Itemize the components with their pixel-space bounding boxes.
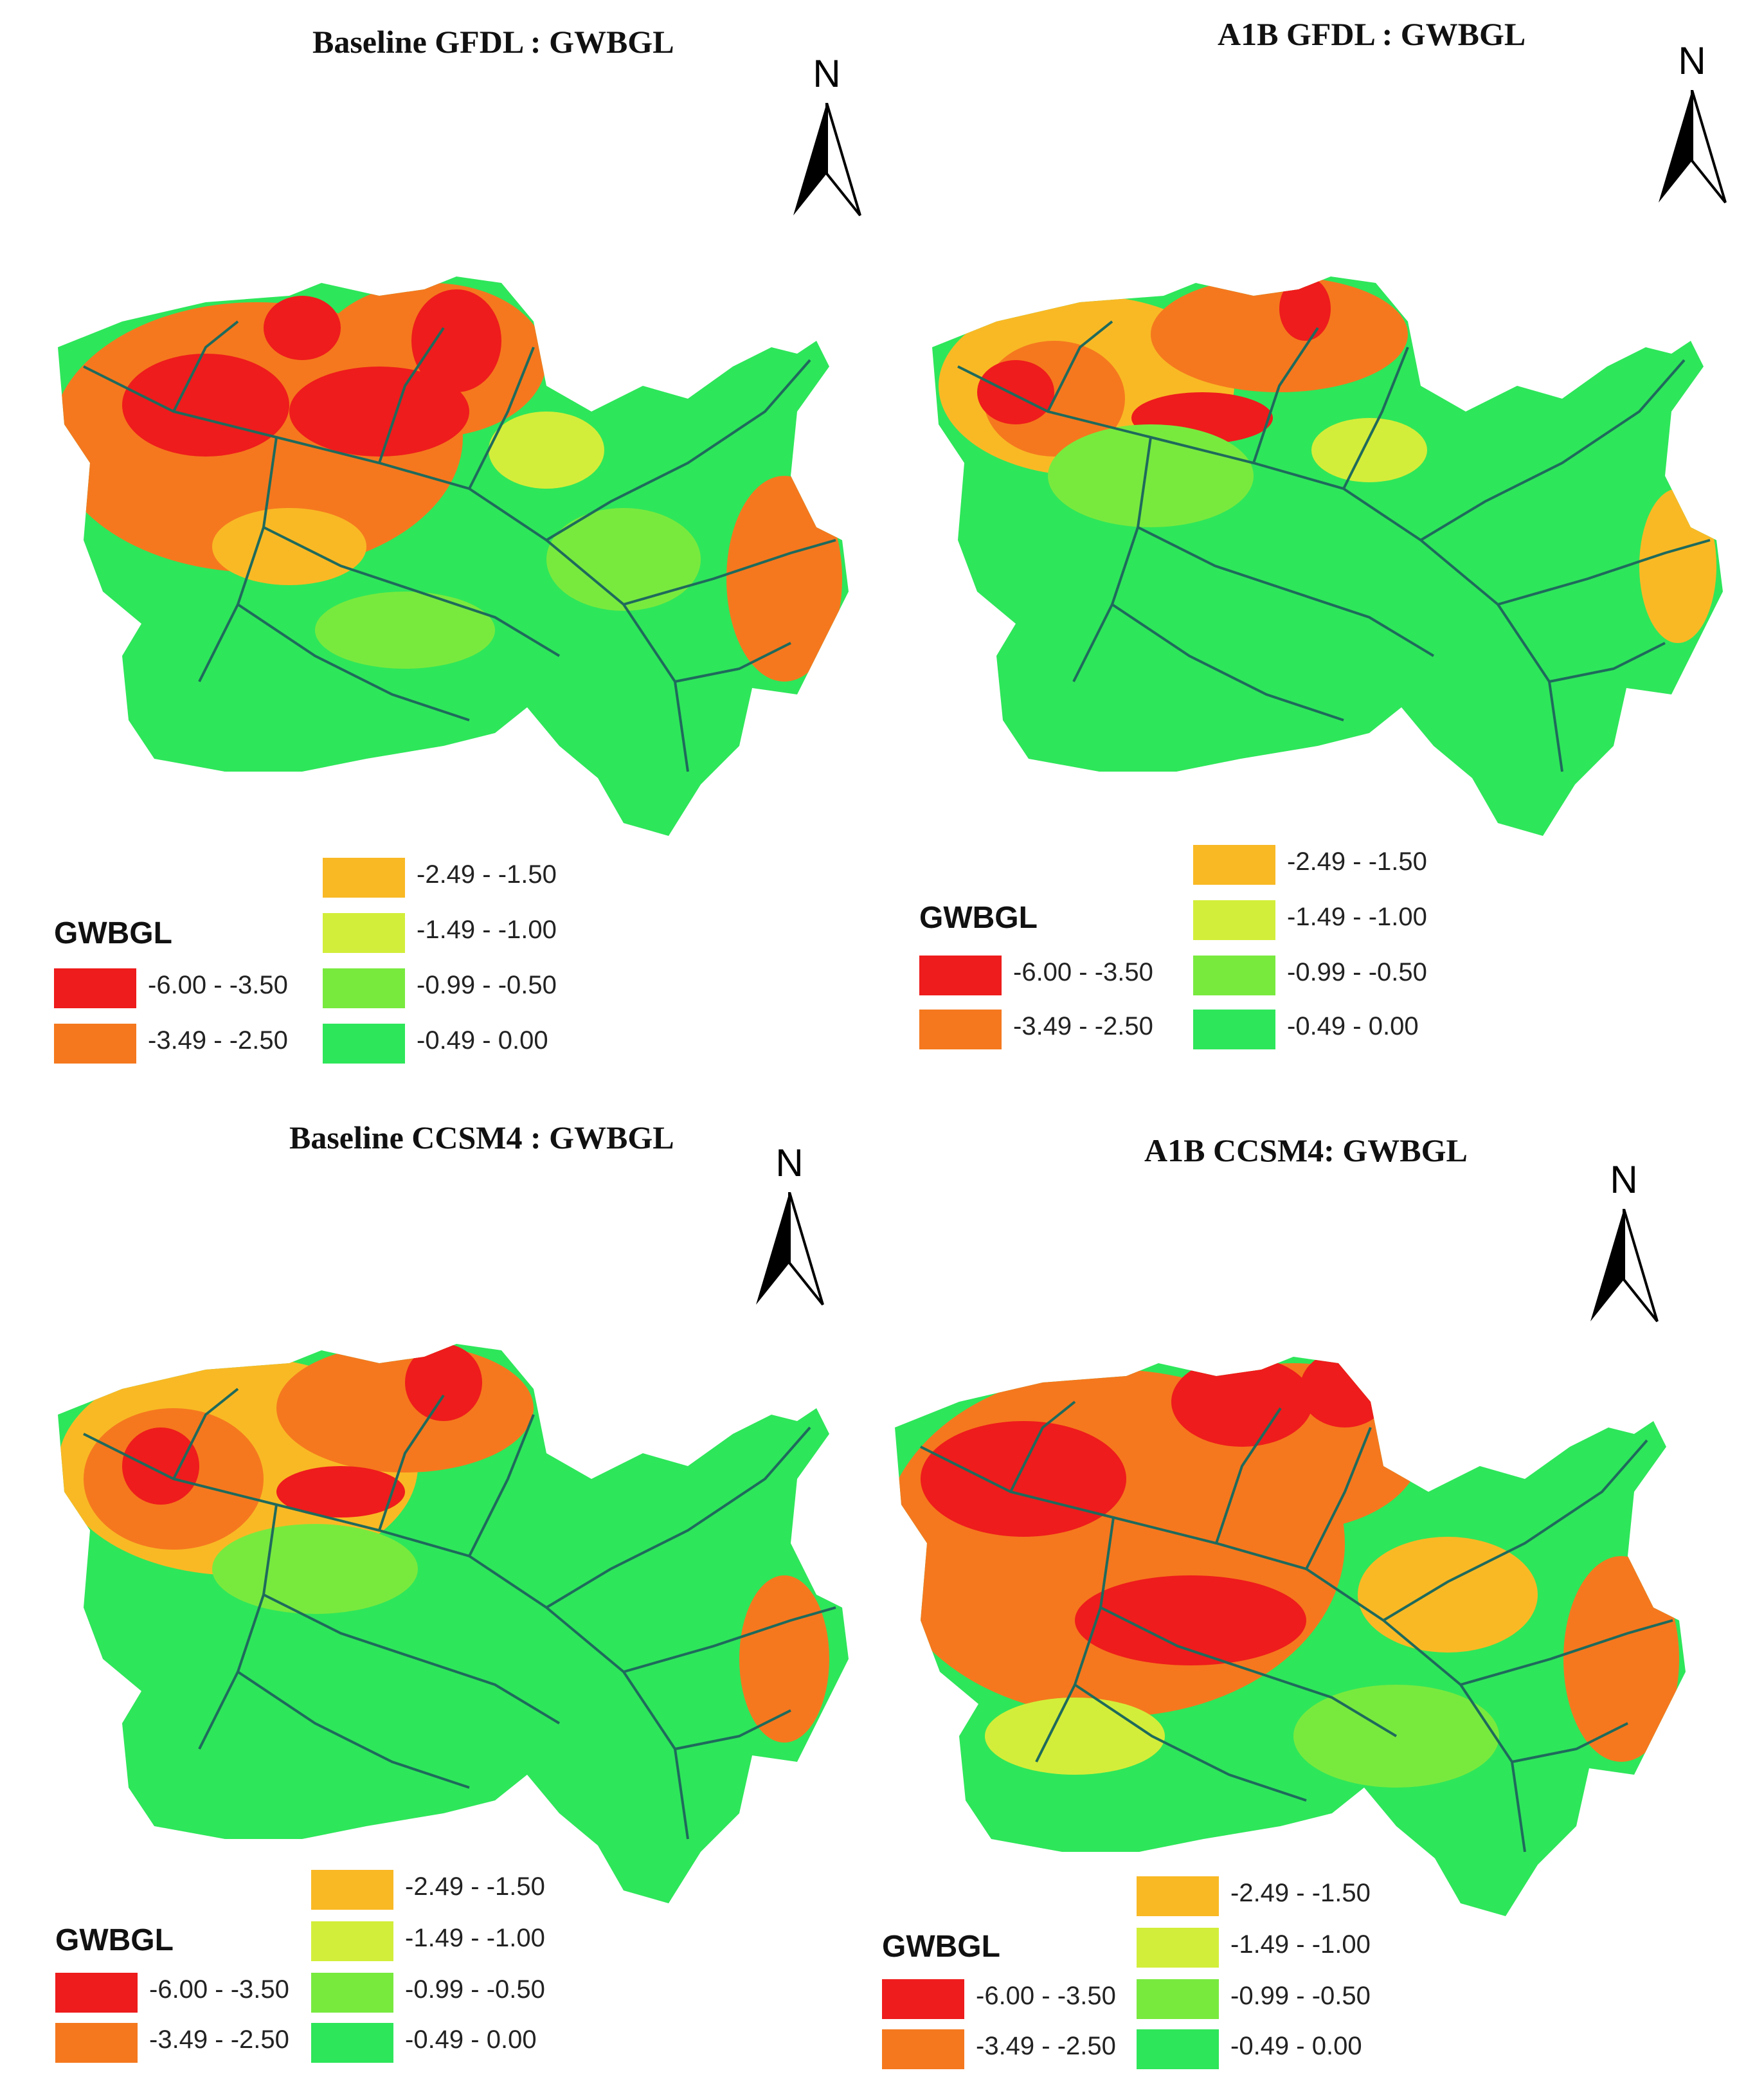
north-arrow-icon: N: [1653, 39, 1731, 206]
north-label: N: [1678, 39, 1706, 82]
legend-label: -2.49 - -1.50: [1230, 1879, 1371, 1907]
legend-label: -2.49 - -1.50: [405, 1872, 545, 1901]
legend-swatch: [311, 1870, 393, 1910]
legend-label: -3.49 - -2.50: [976, 2032, 1116, 2060]
legend-label: -6.00 - -3.50: [976, 1982, 1116, 2010]
legend-swatch: [54, 1024, 136, 1064]
legend-swatch: [55, 1973, 138, 2013]
legend-swatch: [323, 858, 405, 898]
map-panel-baseline-ccsm4: Baseline CCSM4 : GWBGL N: [0, 1093, 882, 2084]
legend-label: -0.49 - 0.00: [417, 1026, 548, 1055]
legend-label: -0.99 - -0.50: [417, 971, 557, 999]
legend-swatch: [882, 2029, 964, 2069]
legend-label: -0.49 - 0.00: [405, 2025, 537, 2054]
legend-swatch: [55, 2023, 138, 2063]
panel-title: Baseline CCSM4 : GWBGL: [289, 1119, 674, 1155]
legend-swatch: [1193, 900, 1275, 940]
legend-label: -1.49 - -1.00: [1287, 903, 1427, 931]
legend-swatch: [1137, 1876, 1219, 1916]
legend-label: -0.49 - 0.00: [1287, 1012, 1419, 1040]
legend-label: -3.49 - -2.50: [1013, 1012, 1153, 1040]
legend-swatch: [54, 968, 136, 1008]
legend-label: -3.49 - -2.50: [148, 1026, 288, 1055]
legend-swatch: [1137, 1928, 1219, 1968]
legend-label: -6.00 - -3.50: [149, 1975, 289, 2004]
legend-label: -0.49 - 0.00: [1230, 2032, 1362, 2060]
legend-label: -1.49 - -1.00: [405, 1924, 545, 1952]
panel-title: Baseline GFDL : GWBGL: [312, 24, 674, 60]
legend-title: GWBGL: [882, 1930, 1000, 1964]
legend-title: GWBGL: [55, 1923, 174, 1957]
map-panel-a1b-ccsm4: A1B CCSM4: GWBGL N: [882, 1093, 1764, 2084]
legend-label: -0.99 - -0.50: [1230, 1982, 1371, 2010]
legend-label: -3.49 - -2.50: [149, 2025, 289, 2054]
legend-label: -0.99 - -0.50: [1287, 958, 1427, 986]
panel-title: A1B CCSM4: GWBGL: [1144, 1132, 1468, 1168]
north-arrow-icon: N: [788, 51, 865, 219]
legend-label: -1.49 - -1.00: [417, 916, 557, 944]
north-label: N: [775, 1141, 804, 1184]
north-arrow-icon: N: [751, 1141, 828, 1308]
legend-swatch: [882, 1979, 964, 2019]
watershed-map: [932, 276, 1723, 836]
legend-label: -2.49 - -1.50: [1287, 847, 1427, 876]
legend-swatch: [1193, 1010, 1275, 1049]
map-panel-a1b-gfdl: A1B GFDL : GWBGL N: [882, 0, 1764, 1093]
legend-swatch: [323, 1024, 405, 1064]
legend-label: -6.00 - -3.50: [1013, 958, 1153, 986]
legend-swatch: [311, 2023, 393, 2063]
legend-title: GWBGL: [919, 901, 1038, 935]
watershed-map: [58, 1344, 849, 1903]
legend-swatch: [311, 1973, 393, 2013]
legend-swatch: [1137, 1979, 1219, 2019]
watershed-map: [895, 1357, 1686, 1916]
map-panel-baseline-gfdl: Baseline GFDL : GWBGL N: [0, 0, 882, 1093]
legend-swatch: [919, 956, 1002, 995]
legend-swatch: [1137, 2029, 1219, 2069]
north-label: N: [1610, 1158, 1638, 1201]
watershed-map: [58, 276, 849, 836]
legend-swatch: [311, 1921, 393, 1961]
legend-swatch: [323, 968, 405, 1008]
legend-label: -1.49 - -1.00: [1230, 1930, 1371, 1959]
legend-swatch: [1193, 845, 1275, 885]
legend-label: -0.99 - -0.50: [405, 1975, 545, 2004]
legend-title: GWBGL: [54, 916, 172, 950]
legend-swatch: [919, 1010, 1002, 1049]
panel-title: A1B GFDL : GWBGL: [1218, 16, 1526, 52]
legend-swatch: [1193, 956, 1275, 995]
north-arrow-icon: N: [1585, 1157, 1662, 1325]
north-label: N: [813, 52, 841, 95]
legend-label: -2.49 - -1.50: [417, 860, 557, 889]
legend-label: -6.00 - -3.50: [148, 971, 288, 999]
legend-swatch: [323, 913, 405, 953]
